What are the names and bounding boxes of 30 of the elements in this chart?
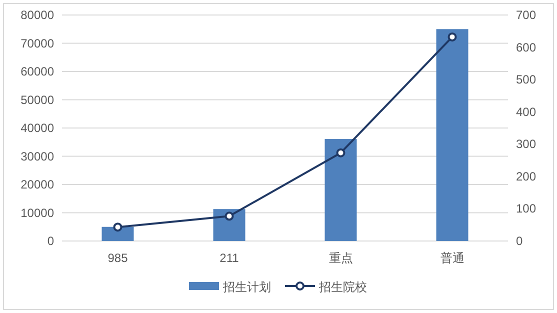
point [224, 212, 234, 221]
y-tick-label: 10000 [20, 206, 54, 220]
y2-tick-label: 200 [516, 169, 536, 184]
y2-tick-label: 600 [516, 40, 536, 54]
point [448, 32, 457, 42]
point [113, 222, 122, 232]
y-tick-label: 60000 [20, 64, 54, 78]
y-tick-label: 50000 [20, 92, 54, 107]
x-tick-label: 重点 [328, 251, 353, 265]
y-tick-label: 70000 [20, 36, 54, 50]
x-tick-label: 普通 [440, 251, 464, 265]
bar [102, 226, 134, 241]
y2-tick-label: 100 [516, 202, 536, 216]
point [336, 148, 346, 158]
y2-tick-label: 700 [516, 8, 536, 22]
y-tick-label: 80000 [20, 8, 54, 22]
y2-tick-label: 0 [516, 234, 523, 248]
y2-tick-label: 300 [516, 137, 536, 152]
bar [324, 139, 357, 241]
y-tick-label: 30000 [20, 149, 54, 164]
y-tick-label: 0 [47, 234, 54, 248]
legend-label: 招生计划 [222, 280, 271, 294]
y2-tick-label: 400 [516, 104, 536, 119]
y-tick-label: 40000 [20, 121, 54, 135]
x-tick-label: 985 [108, 251, 128, 265]
bar [436, 29, 468, 241]
y2-tick-label: 500 [516, 72, 536, 87]
x-tick-label: 211 [220, 251, 240, 265]
legend-label: 招生院校 [318, 280, 367, 294]
y-tick-label: 20000 [20, 178, 54, 192]
